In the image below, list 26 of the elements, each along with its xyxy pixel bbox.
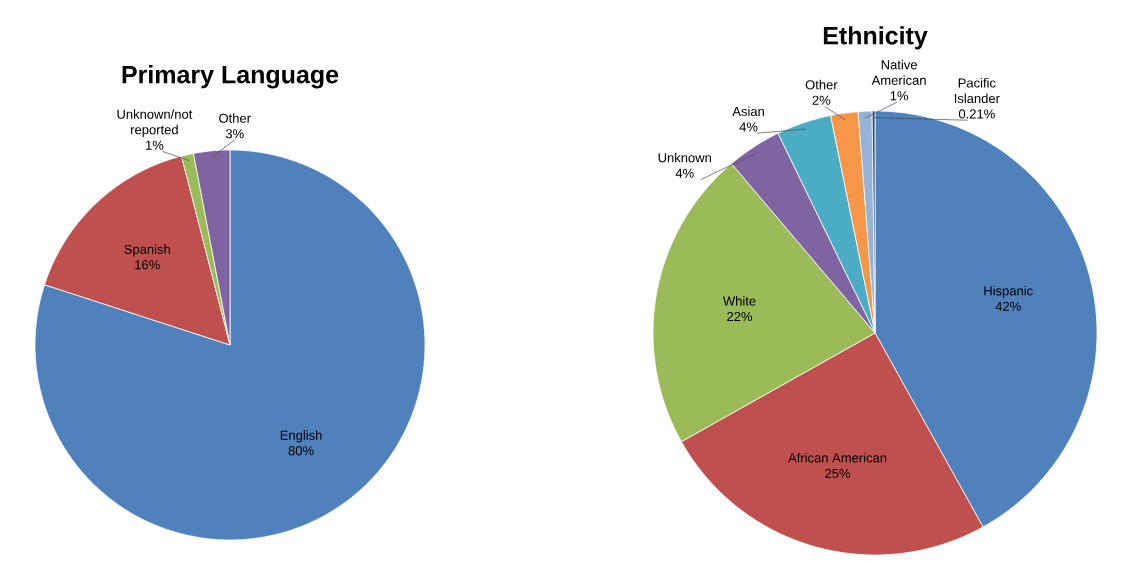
chart-title: Primary Language xyxy=(122,65,339,89)
slice-label: Spanish xyxy=(124,244,170,257)
slice-label: Pacific Islander xyxy=(954,77,1000,104)
data-label: 16% xyxy=(135,260,160,270)
data-label: 4% xyxy=(739,122,758,132)
slice-label: Other xyxy=(805,79,838,90)
data-label: 4% xyxy=(675,168,694,178)
slice-label: Asian xyxy=(732,106,764,117)
data-label: 42% xyxy=(995,301,1021,311)
slice-label: Other xyxy=(219,113,251,123)
data-label: 80% xyxy=(288,446,314,456)
data-label: 2% xyxy=(812,95,831,105)
data-label: 0.21% xyxy=(958,109,995,119)
slice-label: Hispanic xyxy=(984,285,1033,299)
data-label: 25% xyxy=(825,468,851,478)
slice-label: African American xyxy=(788,452,887,463)
data-label: 1% xyxy=(890,91,909,101)
slice-label: English xyxy=(280,430,322,443)
slice-label: Unknown/not reported xyxy=(117,109,193,137)
slice-label: White xyxy=(722,296,756,306)
slice-label: Native American xyxy=(871,59,926,85)
chart-title: Ethnicity xyxy=(823,26,928,50)
data-label: 1% xyxy=(146,140,164,150)
data-label: 3% xyxy=(225,129,244,139)
data-label: 22% xyxy=(727,311,753,322)
slice-label: Unknown xyxy=(658,152,711,163)
